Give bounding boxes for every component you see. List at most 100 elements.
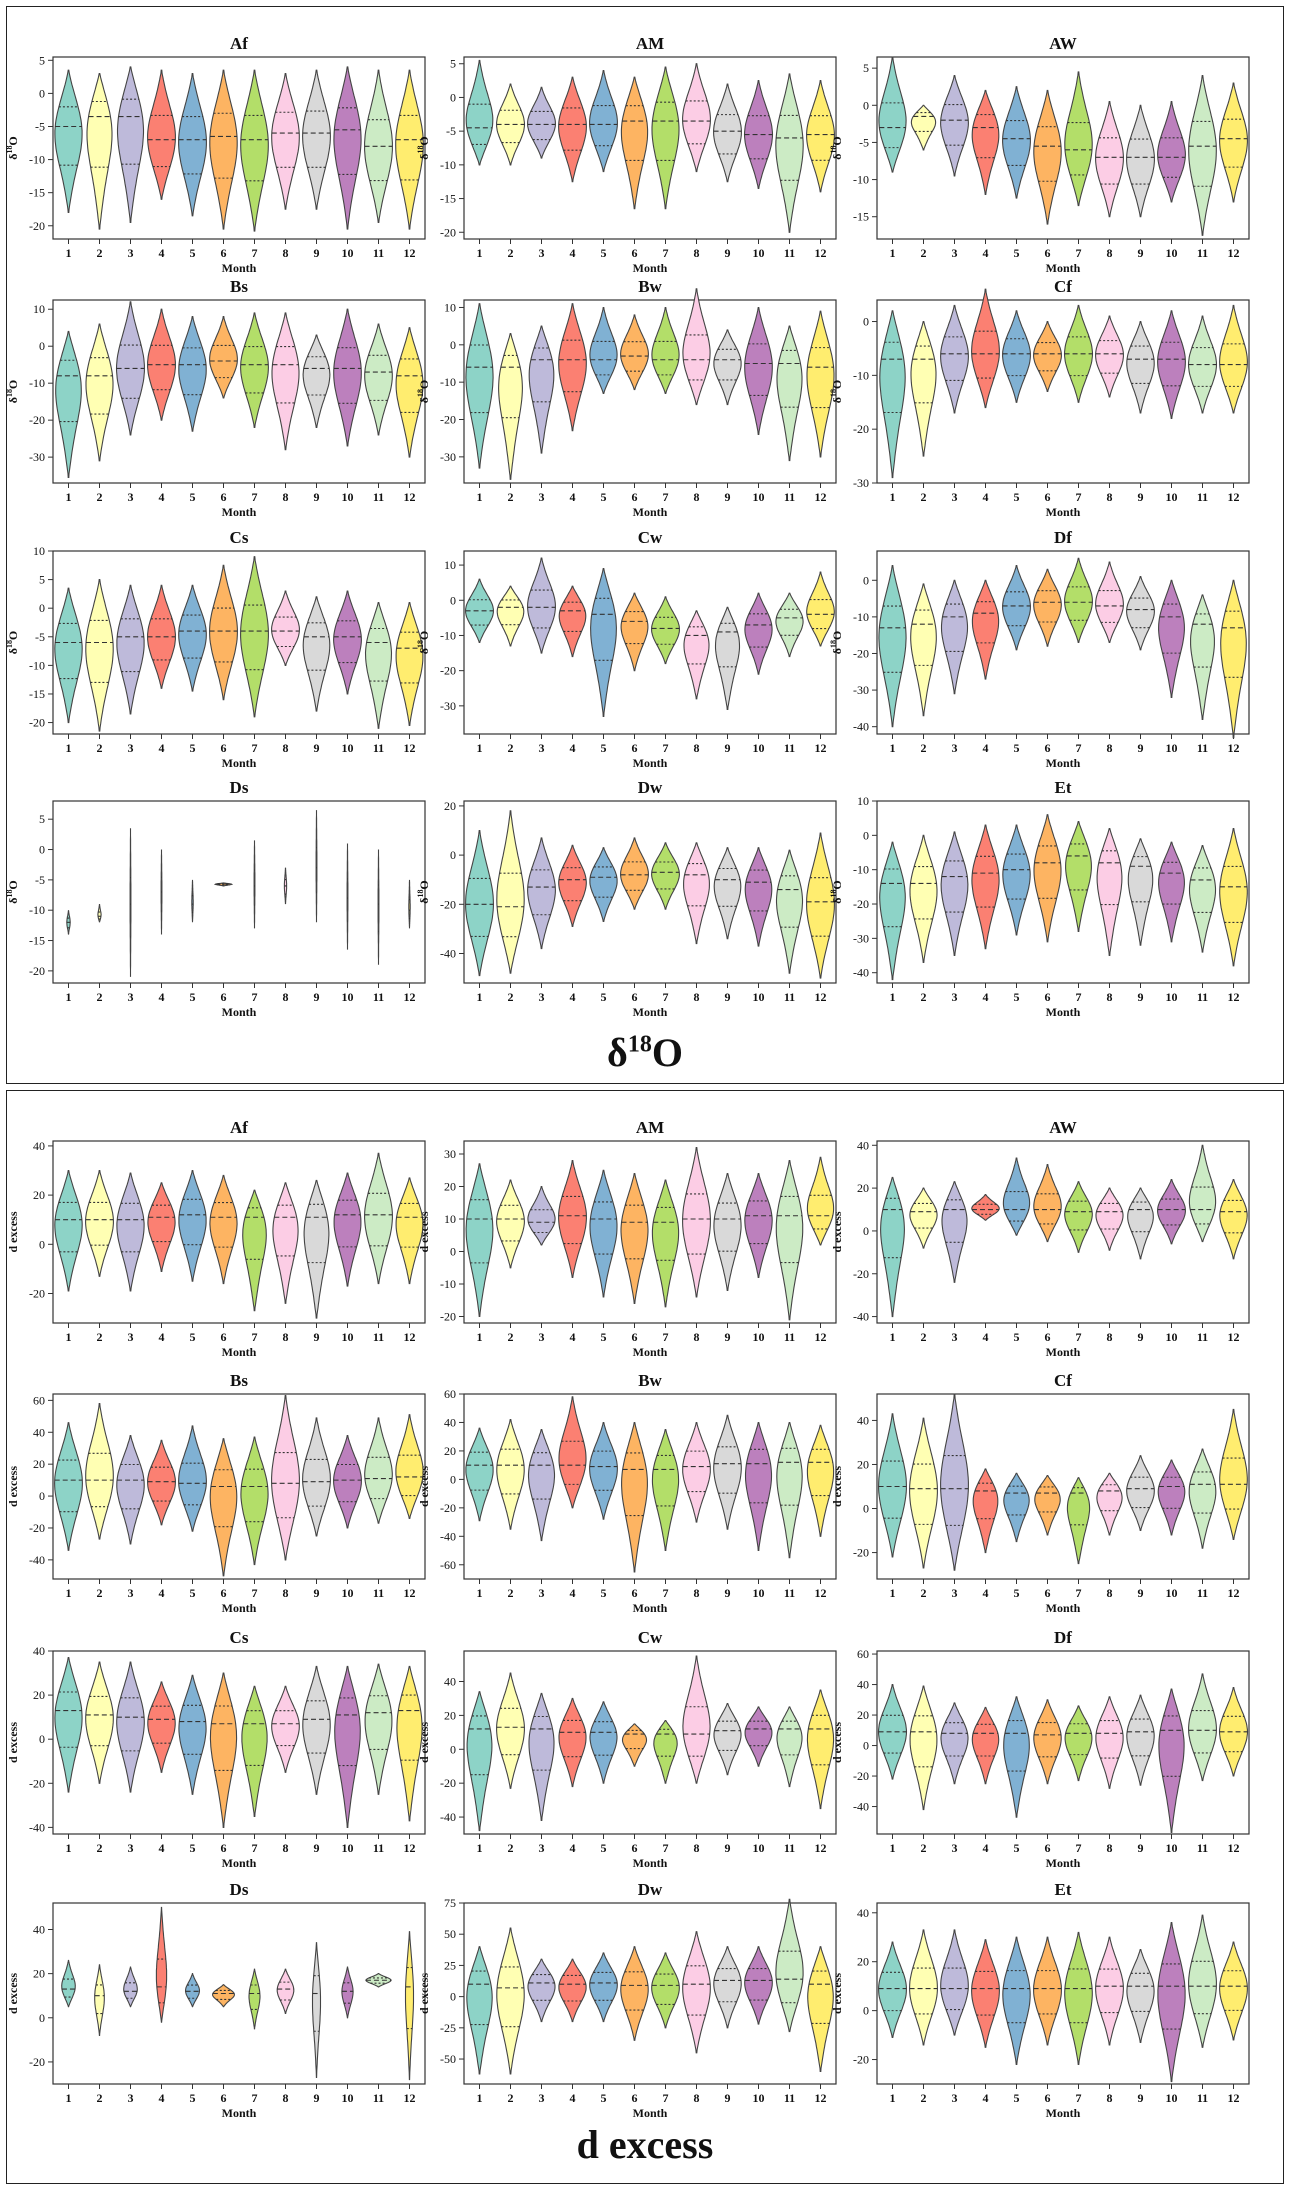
violin-month-3 [940, 304, 969, 414]
x-tick-label: 9 [1138, 490, 1144, 504]
violin-month-2 [496, 1672, 525, 1789]
x-tick-label: 6 [1045, 1841, 1051, 1855]
violin-month-7 [1064, 71, 1093, 207]
x-tick-label: 6 [221, 741, 227, 755]
x-tick-label: 9 [725, 1841, 731, 1855]
x-tick-label: 1 [477, 1330, 483, 1344]
x-tick-label: 9 [314, 1841, 320, 1855]
y-tick-label: -40 [853, 966, 869, 980]
x-tick-label: 3 [952, 246, 958, 260]
x-tick-label: 2 [921, 1330, 927, 1344]
x-tick-label: 4 [570, 2091, 576, 2105]
x-tick-label: 3 [128, 990, 134, 1004]
panel-frame [463, 1902, 837, 2085]
y-tick-label: 40 [444, 1675, 456, 1689]
violin-month-10 [1158, 1688, 1185, 1834]
violin-month-9 [302, 1665, 331, 1795]
violin-month-5 [1002, 1936, 1031, 2065]
violin-month-9 [303, 1179, 330, 1319]
violin-month-2 [496, 1419, 525, 1530]
x-tick-label: 11 [784, 1586, 795, 1600]
x-axis-label: Month [633, 2106, 668, 2120]
violin-month-2 [496, 83, 526, 166]
x-tick-label: 7 [1076, 990, 1082, 1004]
x-tick-label: 3 [128, 1586, 134, 1600]
x-tick-label: 8 [1107, 2091, 1113, 2105]
violin-month-1 [54, 587, 83, 724]
x-tick-label: 5 [1014, 990, 1020, 1004]
x-axis-label: Month [1046, 2106, 1081, 2120]
violin-month-6 [209, 564, 238, 701]
y-tick-label: 40 [857, 1906, 869, 1920]
y-tick-label: -20 [29, 413, 45, 427]
x-tick-label: 4 [570, 1841, 576, 1855]
x-tick-label: 6 [1045, 246, 1051, 260]
x-tick-label: 9 [725, 246, 731, 260]
y-tick-label: -40 [440, 1529, 456, 1543]
y-tick-label: 0 [863, 2004, 869, 2018]
violin-month-3 [527, 1185, 556, 1246]
panel-frame [876, 1393, 1250, 1580]
y-tick-label: 5 [450, 57, 456, 71]
x-tick-label: 6 [632, 246, 638, 260]
panel-frame [463, 56, 837, 240]
violin-month-3 [527, 557, 556, 654]
y-tick-label: -40 [29, 1553, 45, 1567]
x-axis-label: Month [1046, 261, 1081, 275]
x-tick-label: 11 [373, 1330, 384, 1344]
x-tick-label: 2 [97, 1586, 103, 1600]
y-tick-label: 20 [33, 1457, 45, 1471]
violin-month-3 [123, 1966, 138, 2008]
x-tick-label: 3 [128, 2091, 134, 2105]
violin-month-6 [1033, 320, 1062, 393]
x-axis-label: Month [1046, 1601, 1081, 1615]
violin-month-11 [1188, 75, 1217, 236]
y-axis-label: d excess [7, 1466, 20, 1507]
x-tick-label: 6 [221, 246, 227, 260]
violin-month-5 [589, 69, 618, 173]
x-tick-label: 2 [97, 741, 103, 755]
violin-month-6 [620, 76, 649, 210]
x-axis-label: Month [633, 1856, 668, 1870]
x-tick-label: 2 [508, 990, 514, 1004]
y-tick-label: 0 [863, 573, 869, 587]
y-tick-label: -10 [29, 376, 45, 390]
y-tick-label: -10 [29, 903, 45, 917]
x-tick-label: 2 [97, 490, 103, 504]
violin-month-4 [558, 585, 587, 658]
violin-month-7 [241, 1685, 268, 1817]
x-tick-label: 3 [539, 1841, 545, 1855]
x-tick-label: 12 [404, 490, 416, 504]
violin-month-5 [589, 1421, 618, 1520]
x-tick-label: 9 [314, 1330, 320, 1344]
x-tick-label: 9 [1138, 741, 1144, 755]
violin-month-1 [465, 1163, 494, 1318]
x-tick-label: 11 [784, 2091, 795, 2105]
violin-month-10 [1157, 310, 1186, 419]
violin-month-12 [408, 879, 411, 929]
x-tick-label: 6 [221, 1330, 227, 1344]
x-tick-label: 6 [632, 741, 638, 755]
y-tick-label: 10 [33, 544, 45, 558]
violin-month-12 [1219, 82, 1248, 203]
violin-month-7 [651, 1952, 680, 2029]
x-tick-label: 3 [128, 741, 134, 755]
y-tick-label: -10 [440, 628, 456, 642]
x-tick-label: 12 [815, 2091, 827, 2105]
x-tick-label: 7 [663, 990, 669, 1004]
violin-month-10 [743, 80, 774, 189]
violin-month-6 [209, 1672, 238, 1828]
panel-title: AM [636, 34, 664, 53]
x-tick-label: 7 [1076, 2091, 1082, 2105]
y-tick-label: 20 [857, 1708, 869, 1722]
x-tick-label: 7 [1076, 1330, 1082, 1344]
violin-month-1 [54, 1422, 83, 1551]
violin-month-8 [271, 1395, 300, 1561]
x-tick-label: 5 [190, 490, 196, 504]
violin-month-9 [1126, 104, 1155, 218]
x-tick-label: 11 [1197, 1841, 1208, 1855]
